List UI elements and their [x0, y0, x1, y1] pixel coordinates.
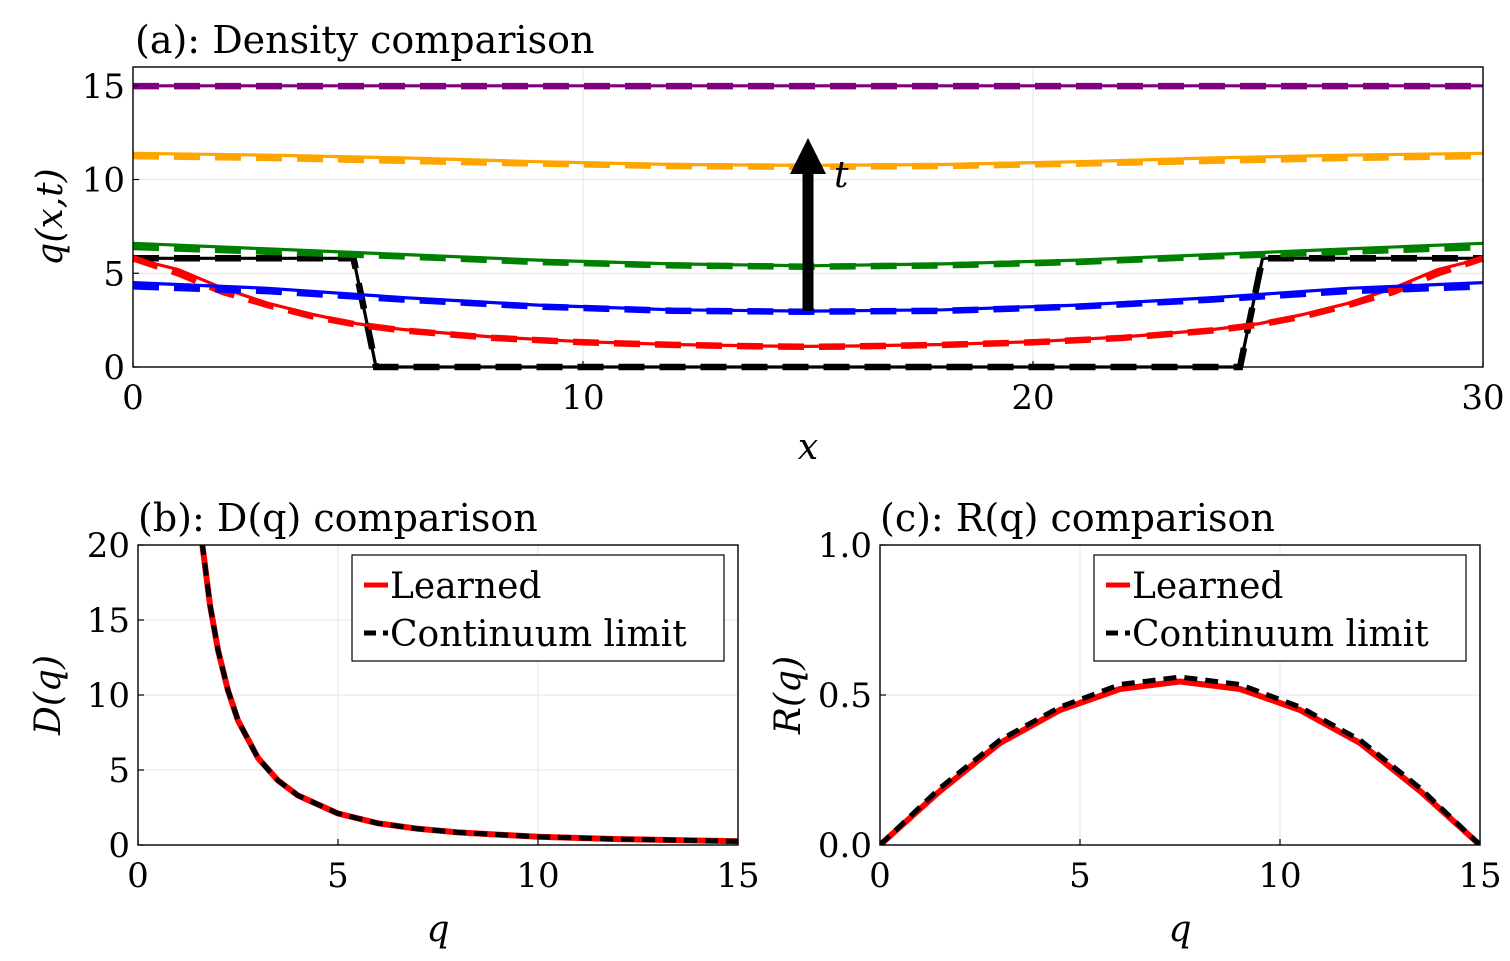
- tick-label-x: 20: [1011, 378, 1054, 418]
- panel-c-xlabel: q: [1168, 909, 1191, 950]
- arrow-head: [790, 138, 826, 174]
- series-continuum-line: [131, 255, 1485, 351]
- panel-c-title: (c): R(q) comparison: [880, 496, 1275, 540]
- tick-label-y: 0: [108, 826, 130, 866]
- legend-label-learned: Learned: [390, 566, 541, 607]
- series-learned-line: [880, 678, 1480, 845]
- panel-a-title: (a): Density comparison: [135, 18, 594, 62]
- panel-a-ticks: 0 10 20 30 0 5 10 15: [82, 67, 1505, 418]
- tick-label-y: 15: [82, 67, 125, 107]
- panel-c-series: [880, 674, 1480, 845]
- panel-b-series: [199, 545, 738, 845]
- tick-label-x: 30: [1461, 378, 1504, 418]
- tick-label-x: 10: [1258, 856, 1301, 896]
- time-arrow: [790, 138, 826, 311]
- tick-label-y: 20: [87, 526, 130, 566]
- panel-a-ylabel: q(x,t): [30, 168, 71, 265]
- tick-label-y: 5: [108, 751, 130, 791]
- panel-b-legend: Learned Continuum limit: [351, 554, 725, 662]
- legend-box: [351, 554, 725, 662]
- tick-label-x: 5: [1069, 856, 1091, 896]
- tick-label-x: 0: [869, 856, 891, 896]
- panel-b-diffusivity-comparison: 0 5 10 15 0 5 10 15 20 Learned Continuum limit (…: [28, 496, 760, 950]
- tick-label-x: 0: [122, 378, 144, 418]
- legend-label-learned: Learned: [1132, 566, 1283, 607]
- tick-label-y: 5: [103, 254, 125, 294]
- time-arrow-label: t: [834, 155, 849, 196]
- panel-c-reaction-comparison: 0 5 10 150.00.51.0 Learned Continuum limit …: [768, 496, 1502, 950]
- tick-label-y: 10: [87, 676, 130, 716]
- panel-c-ticks: 0 5 10 15 0.0 0.5 1.0: [818, 526, 1502, 896]
- panel-c-ylabel: R(q): [768, 656, 809, 735]
- panel-a-frame: [132, 66, 1484, 368]
- tick-label-y: 0.0: [818, 826, 872, 866]
- tick-label-x: 15: [716, 856, 759, 896]
- legend-label-continuum: Continuum limit: [1132, 614, 1429, 655]
- tick-label-y: 0: [103, 348, 125, 388]
- tick-label-y: 10: [82, 161, 125, 201]
- legend-box: [1093, 554, 1467, 662]
- series-continuum-line: [132, 283, 1484, 315]
- series-continuum-line: [199, 545, 738, 844]
- panel-b-ticks: 0 5 10 15 0 5 10 15 20: [87, 526, 760, 896]
- panel-b-xlabel: q: [426, 909, 449, 950]
- series-continuum-line: [880, 674, 1480, 845]
- tick-label-x: 10: [516, 856, 559, 896]
- tick-label-x: 15: [1458, 856, 1501, 896]
- tick-label-y: 1.0: [818, 526, 872, 566]
- tick-label-x: 10: [561, 378, 604, 418]
- panel-b-ylabel: D(q): [28, 655, 69, 736]
- panel-c-legend: Learned Continuum limit: [1093, 554, 1467, 662]
- tick-label-y: 15: [87, 601, 130, 641]
- tick-label-y: 0.5: [818, 676, 872, 716]
- tick-label-x: 0: [127, 856, 149, 896]
- legend-label-continuum: Continuum limit: [390, 614, 687, 655]
- panel-a-xlabel: x: [798, 427, 818, 468]
- tick-label-x: 5: [327, 856, 349, 896]
- panel-b-title: (b): D(q) comparison: [138, 496, 538, 540]
